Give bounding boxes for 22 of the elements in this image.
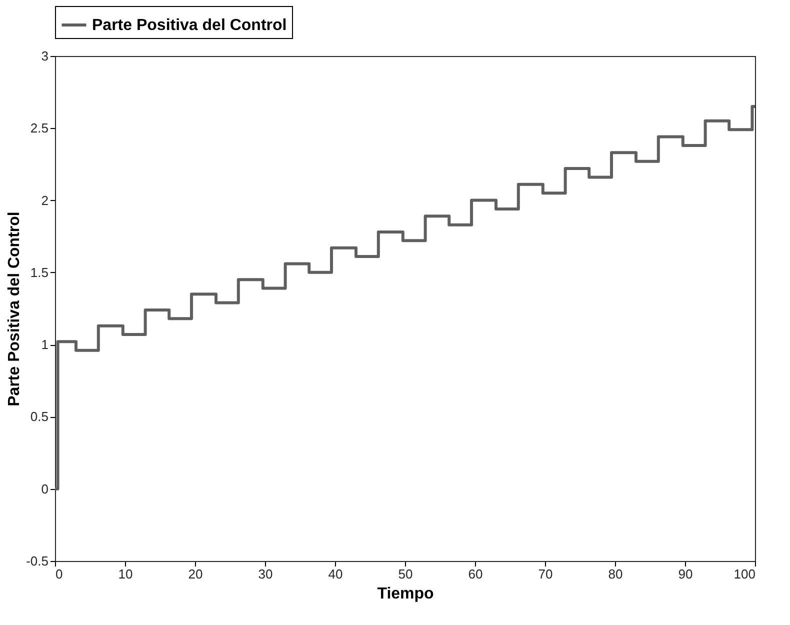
y-tick-label: 3 <box>41 48 48 64</box>
legend-label: Parte Positiva del Control <box>92 17 287 34</box>
x-tick-label: 60 <box>468 566 483 582</box>
y-tick-label: 1 <box>41 337 48 352</box>
x-tick-label: 20 <box>188 566 203 582</box>
x-tick-label: 80 <box>608 566 623 582</box>
x-tick-label: 100 <box>734 566 756 582</box>
y-tick-label: 1.5 <box>30 264 48 280</box>
x-axis-title: Tiempo <box>377 586 434 602</box>
y-tick-label: 0.5 <box>30 409 48 424</box>
x-tick-label: 40 <box>328 566 343 582</box>
y-tick-label: 0 <box>41 481 48 496</box>
y-tick-label: -0.5 <box>26 554 48 568</box>
y-tick-label: 2 <box>41 192 48 208</box>
x-tick-label: 50 <box>398 566 413 582</box>
x-tick-label: 90 <box>678 566 693 582</box>
y-axis-title: Parte Positiva del Control <box>6 212 24 406</box>
y-tick-label: 2.5 <box>30 120 48 136</box>
x-tick-label: 0 <box>56 566 63 582</box>
x-tick-label: 70 <box>538 566 553 582</box>
x-tick-label: 30 <box>258 566 273 582</box>
x-tick-label: 10 <box>118 566 133 582</box>
